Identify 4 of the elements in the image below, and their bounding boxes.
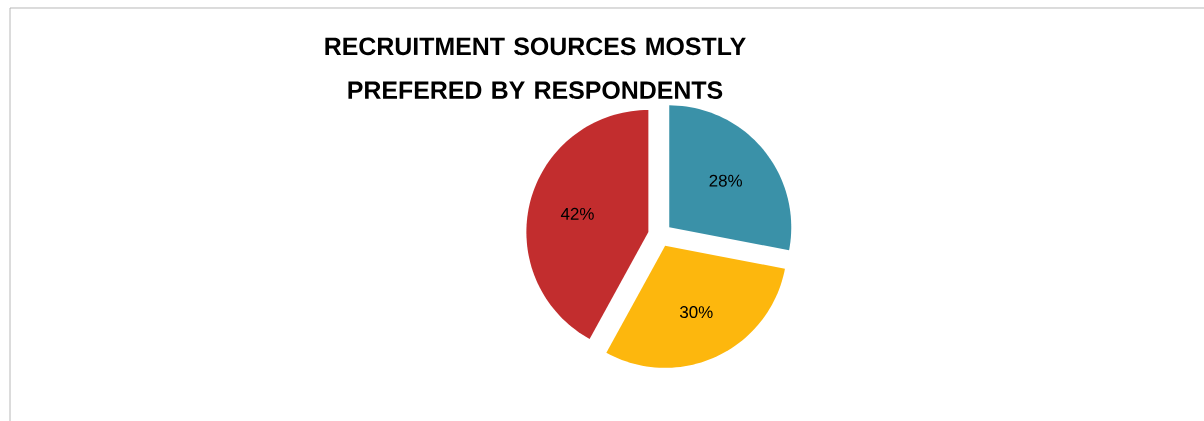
chart-title: RECRUITMENT SOURCES MOSTLY PREFERED BY RESPONDENTS bbox=[325, 37, 746, 99]
data-label: 30% bbox=[679, 306, 713, 319]
data-label: 42% bbox=[560, 207, 594, 220]
data-label: 28% bbox=[709, 174, 742, 187]
